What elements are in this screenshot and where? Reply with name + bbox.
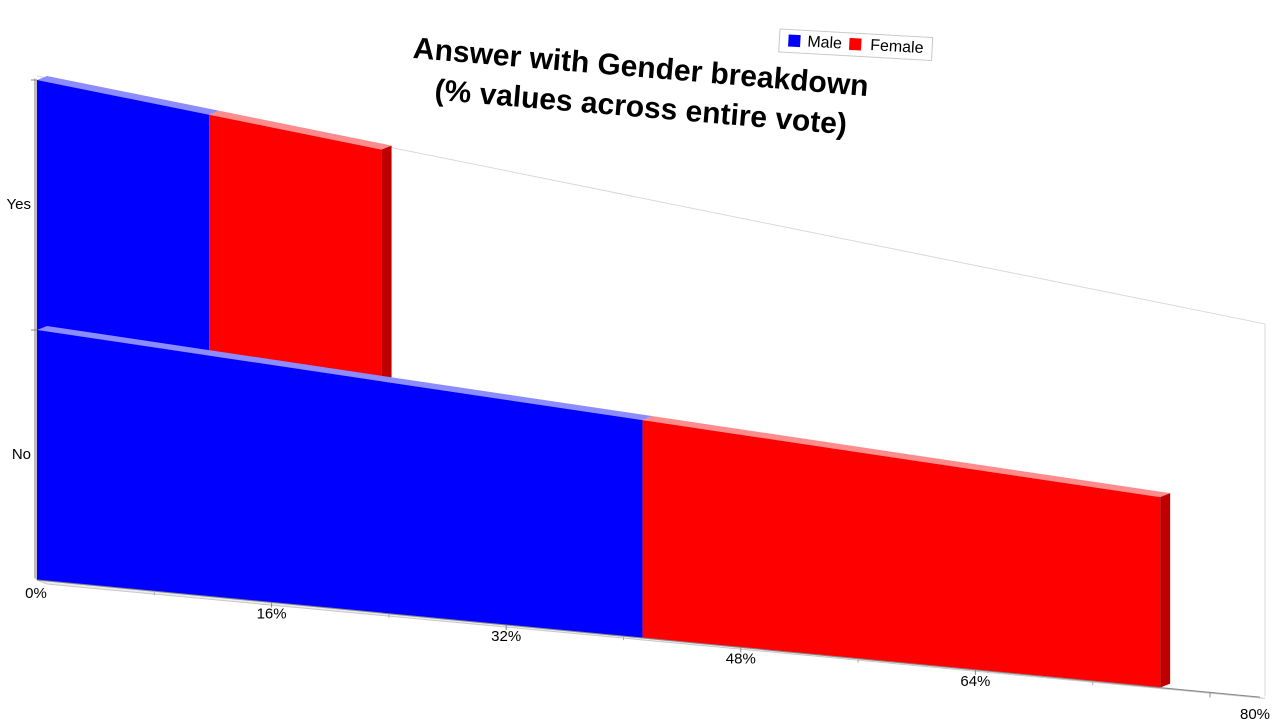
legend-label-female: Female <box>870 37 924 57</box>
x-tick-label: 16% <box>257 605 287 622</box>
x-tick-label: 64% <box>960 673 990 690</box>
bar-top-face <box>209 110 392 150</box>
bar-front-face <box>37 330 643 639</box>
bar-top-face <box>642 416 1171 498</box>
y-axis-wall <box>34 78 37 580</box>
bar-front-face <box>209 114 382 382</box>
legend-swatch-female <box>848 37 862 51</box>
bar-side-face <box>1160 493 1171 688</box>
bar-front-face <box>37 80 210 356</box>
bar-top-face <box>37 326 653 421</box>
bar-yes-male <box>37 76 220 356</box>
bar-no-male <box>37 326 653 639</box>
bar-no-female <box>642 416 1171 688</box>
legend: Male Female <box>778 28 934 62</box>
legend-label-male: Male <box>807 34 843 53</box>
bar-top-face <box>37 76 220 115</box>
x-tick-label: 48% <box>726 650 756 667</box>
x-tick-label: 0% <box>25 585 47 602</box>
x-axis-line <box>36 579 1261 698</box>
bar-yes-female <box>209 110 392 382</box>
bar-front-face <box>642 420 1161 688</box>
y-tick-label-no: No <box>12 446 31 463</box>
axes: Yes No 0% 16% 32% 48% 64% 80% <box>7 79 1270 723</box>
bar-side-face <box>381 145 392 382</box>
bars <box>37 76 1171 688</box>
x-tick-label: 80% <box>1240 706 1270 720</box>
x-tick-label: 32% <box>491 628 521 645</box>
legend-swatch-male <box>788 34 801 48</box>
y-tick-label-yes: Yes <box>7 196 31 213</box>
